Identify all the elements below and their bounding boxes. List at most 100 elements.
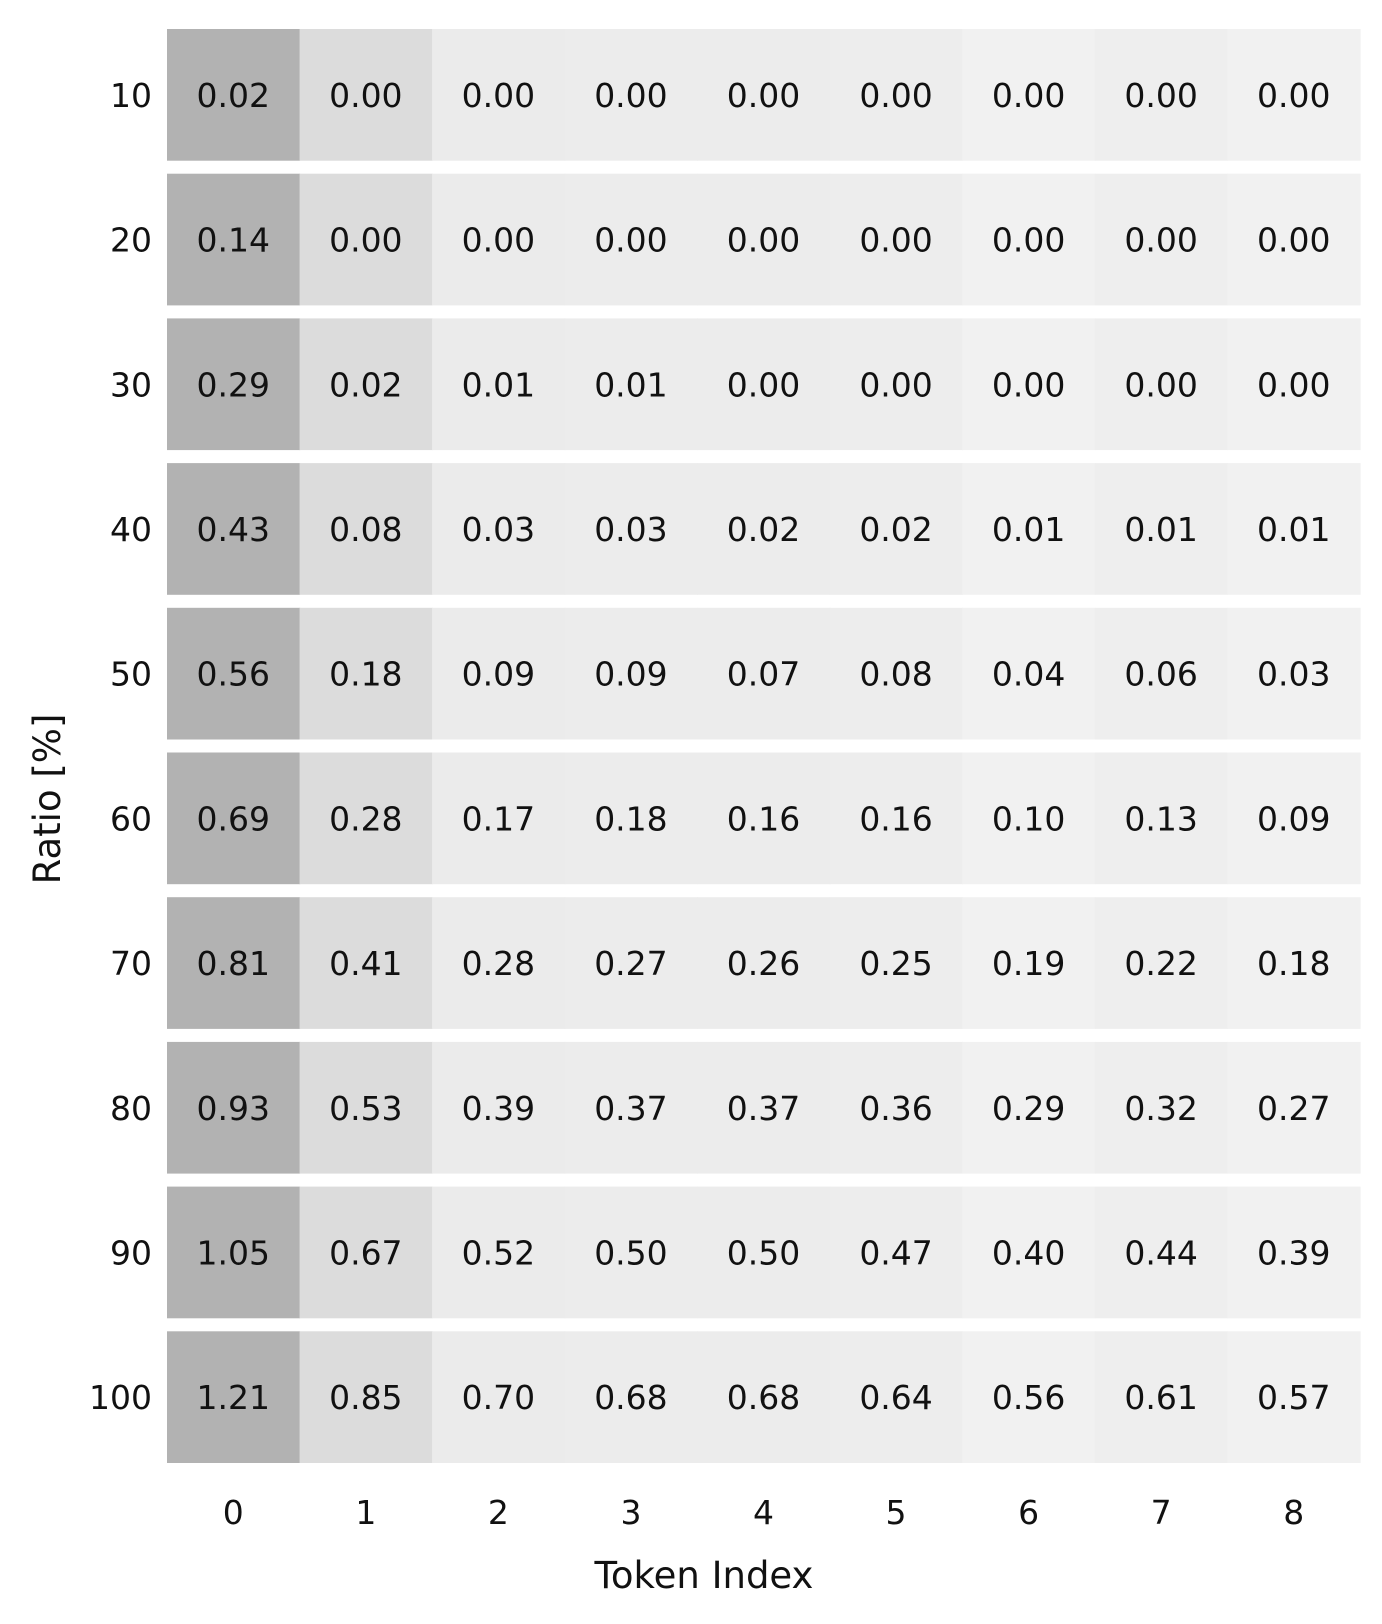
heatmap-cell — [1227, 318, 1361, 451]
cell-value-label: 0.93 — [197, 1089, 270, 1128]
heatmap-cell — [167, 1331, 301, 1463]
cell-value-label: 0.03 — [462, 510, 535, 549]
cell-value-label: 0.02 — [727, 510, 800, 549]
cell-value-label: 0.00 — [594, 76, 667, 115]
cell-value-label: 0.13 — [1124, 799, 1197, 838]
cell-value-label: 0.16 — [859, 799, 932, 838]
cell-value-label: 0.36 — [859, 1089, 932, 1128]
cell-value-label: 0.70 — [462, 1378, 535, 1417]
y-tick-label: 80 — [110, 1089, 152, 1128]
heatmap-cell — [564, 463, 698, 595]
cell-value-label: 0.00 — [727, 365, 800, 404]
heatmap-cell — [1227, 173, 1361, 306]
cell-value-label: 0.52 — [462, 1233, 535, 1272]
heatmap-cell — [564, 318, 698, 451]
cell-value-label: 0.26 — [727, 944, 800, 983]
heatmap-cell — [962, 1331, 1096, 1463]
cell-value-label: 0.57 — [1257, 1378, 1330, 1417]
heatmap-cell — [299, 897, 433, 1029]
heatmap-cell — [1227, 29, 1361, 161]
heatmap-cell — [564, 1041, 698, 1174]
cell-value-label: 0.04 — [992, 655, 1065, 694]
cell-value-label: 0.28 — [329, 799, 402, 838]
y-tick-label: 90 — [110, 1233, 152, 1272]
x-tick-label: 3 — [620, 1493, 641, 1532]
heatmap-cell — [299, 1186, 433, 1319]
cell-value-label: 0.25 — [859, 944, 932, 983]
heatmap-cell — [1227, 897, 1361, 1029]
cell-value-label: 0.64 — [859, 1378, 932, 1417]
cell-value-label: 0.85 — [329, 1378, 402, 1417]
cell-value-label: 0.00 — [727, 221, 800, 260]
y-tick-label: 30 — [110, 365, 152, 404]
cell-value-label: 0.07 — [727, 655, 800, 694]
cells-layer — [167, 29, 1361, 1463]
cell-value-label: 0.16 — [727, 799, 800, 838]
cell-value-label: 0.81 — [197, 944, 270, 983]
heatmap-cell — [564, 752, 698, 885]
heatmap-cell — [829, 1041, 963, 1174]
heatmap-cell — [432, 1041, 566, 1174]
cell-value-label: 0.09 — [594, 655, 667, 694]
cell-value-label: 0.09 — [462, 655, 535, 694]
cell-value-label: 0.00 — [462, 76, 535, 115]
cell-value-label: 0.67 — [329, 1233, 402, 1272]
cell-value-label: 1.21 — [197, 1378, 270, 1417]
heatmap-cell — [432, 173, 566, 306]
heatmap-cell — [829, 752, 963, 885]
x-tick-label: 6 — [1018, 1493, 1039, 1532]
cell-value-label: 0.09 — [1257, 799, 1330, 838]
x-tick-label: 2 — [488, 1493, 509, 1532]
heatmap-cell — [1227, 607, 1361, 740]
heatmap-cell — [829, 29, 963, 161]
cell-value-label: 0.27 — [1257, 1089, 1330, 1128]
heatmap-cell — [1094, 173, 1229, 306]
heatmap-cell — [432, 463, 566, 595]
cell-value-label: 0.00 — [329, 221, 402, 260]
heatmap-cell — [1094, 1186, 1229, 1319]
y-tick-label: 70 — [110, 944, 152, 983]
cell-value-label: 0.40 — [992, 1233, 1065, 1272]
cell-value-label: 0.00 — [992, 76, 1065, 115]
x-tick-label: 1 — [355, 1493, 376, 1532]
cell-value-label: 0.32 — [1124, 1089, 1197, 1128]
heatmap-cell — [697, 607, 831, 740]
heatmap-cell — [829, 173, 963, 306]
heatmap-cell — [962, 1186, 1096, 1319]
y-tick-label: 40 — [110, 510, 152, 549]
heatmap-cell — [1227, 752, 1361, 885]
cell-value-label: 0.18 — [594, 799, 667, 838]
cell-value-label: 0.03 — [1257, 655, 1330, 694]
cell-value-label: 0.44 — [1124, 1233, 1197, 1272]
x-axis-label: Token Index — [594, 1554, 814, 1597]
heatmap-cell — [299, 29, 433, 161]
cell-value-label: 0.00 — [859, 365, 932, 404]
cell-value-label: 0.39 — [1257, 1233, 1330, 1272]
cell-value-label: 0.22 — [1124, 944, 1197, 983]
cell-value-label: 0.17 — [462, 799, 535, 838]
heatmap-cell — [167, 607, 301, 740]
x-tick-label: 5 — [886, 1493, 907, 1532]
cell-value-label: 0.61 — [1124, 1378, 1197, 1417]
cell-value-label: 0.47 — [859, 1233, 932, 1272]
cell-value-label: 0.50 — [594, 1233, 667, 1272]
heatmap-cell — [829, 318, 963, 451]
heatmap-cell — [697, 173, 831, 306]
heatmap-cell — [697, 463, 831, 595]
cell-value-label: 0.01 — [462, 365, 535, 404]
heatmap-cell — [962, 1041, 1096, 1174]
cell-value-label: 0.68 — [594, 1378, 667, 1417]
y-tick-labels: 10 20 30 40 50 60 70 80 90 100 — [89, 76, 152, 1417]
heatmap-cell — [1094, 897, 1229, 1029]
heatmap-cell — [697, 29, 831, 161]
cell-value-label: 0.37 — [727, 1089, 800, 1128]
heatmap-cell — [697, 318, 831, 451]
cell-value-label: 0.02 — [859, 510, 932, 549]
cell-value-label: 0.00 — [992, 365, 1065, 404]
cell-value-label: 0.01 — [1257, 510, 1330, 549]
y-tick-label: 100 — [89, 1378, 152, 1417]
heatmap-cell — [1227, 1186, 1361, 1319]
heatmap-cell — [299, 173, 433, 306]
x-tick-label: 8 — [1283, 1493, 1304, 1532]
